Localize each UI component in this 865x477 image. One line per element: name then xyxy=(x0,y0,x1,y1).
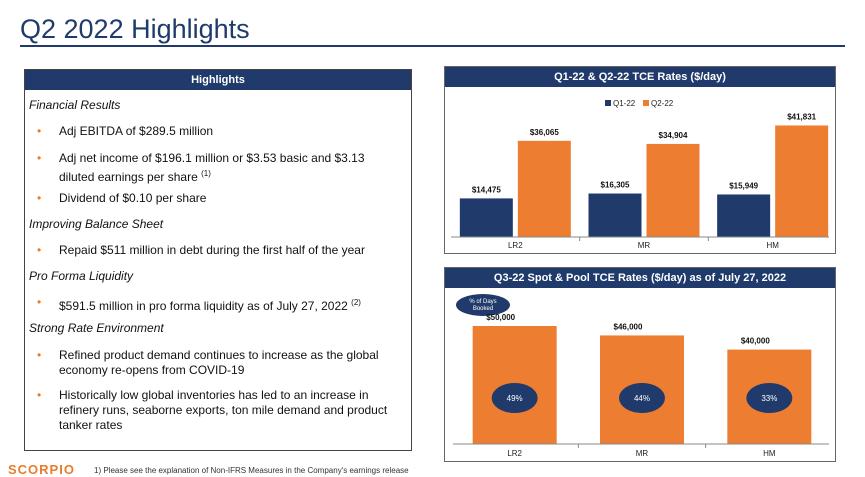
bar-q1-22-lr2 xyxy=(459,198,513,237)
chart-tce-rates-title: Q1-22 & Q2-22 TCE Rates ($/day) xyxy=(445,67,835,87)
legend-label-q2-22: Q2-22 xyxy=(651,99,674,108)
footnote-ref: (2) xyxy=(351,298,361,307)
chart-spot-rates-title: Q3-22 Spot & Pool TCE Rates ($/day) as o… xyxy=(445,268,835,288)
legend-swatch-q1-22 xyxy=(605,100,611,106)
bullet-icon: • xyxy=(37,124,42,138)
bullet-icon: • xyxy=(37,191,42,205)
footnote: 1) Please see the explanation of Non-IFR… xyxy=(94,466,409,475)
bullet-icon: • xyxy=(37,348,42,362)
bullet-debt-repaid: • Repaid $511 million in debt during the… xyxy=(37,243,394,258)
bullet-text: Adj net income of $196.1 million or $3.5… xyxy=(59,151,365,184)
bullet-adj-ebitda: • Adj EBITDA of $289.5 million xyxy=(37,124,394,139)
bullet-icon: • xyxy=(37,295,42,309)
bullet-text: Historically low global inventories has … xyxy=(59,388,388,432)
section-pro-forma-liquidity: Pro Forma Liquidity xyxy=(29,269,134,283)
bullet-dividend: • Dividend of $0.10 per share xyxy=(37,191,394,206)
pct-booked-label: 44% xyxy=(634,394,650,403)
x-tick-label-lr2: LR2 xyxy=(508,241,523,250)
data-label: $16,305 xyxy=(601,181,630,190)
data-label: $40,000 xyxy=(741,337,770,346)
x-tick-label-lr2: LR2 xyxy=(507,449,522,458)
legend-swatch-q2-22 xyxy=(643,100,649,106)
pct-booked-label: 49% xyxy=(507,394,523,403)
pct-booked-circle xyxy=(746,383,793,413)
bullet-liquidity: • $591.5 million in pro forma liquidity … xyxy=(37,295,394,314)
highlights-header: Highlights xyxy=(25,70,411,90)
bullet-product-demand: • Refined product demand continues to in… xyxy=(37,348,394,378)
data-label: $36,065 xyxy=(530,128,559,137)
x-tick-label-hm: HM xyxy=(766,241,779,250)
note-text: % of Days xyxy=(469,299,496,305)
section-balance-sheet: Improving Balance Sheet xyxy=(29,217,164,231)
bullet-icon: • xyxy=(37,151,42,165)
bar-q2-22-lr2 xyxy=(517,140,571,237)
x-tick-label-hm: HM xyxy=(763,449,776,458)
page-title: Q2 2022 Highlights xyxy=(20,14,250,44)
data-label: $15,949 xyxy=(729,181,758,190)
chart-tce-rates-panel: Q1-22 & Q2-22 TCE Rates ($/day) Q1-22 Q2-… xyxy=(444,66,836,254)
bullet-global-inventories: • Historically low global inventories ha… xyxy=(37,388,394,433)
chart-tce-rates: Q1-22 Q2-22 $14,475 $36,065 LR2 $16,305 $34,90… xyxy=(451,99,829,250)
bullet-text: Refined product demand continues to incr… xyxy=(59,348,379,377)
bar-q2-22-mr xyxy=(646,143,700,237)
bullet-text: Repaid $511 million in debt during the f… xyxy=(59,243,365,257)
note-text: Booked xyxy=(473,306,493,312)
chart-spot-rates-panel: Q3-22 Spot & Pool TCE Rates ($/day) as o… xyxy=(444,267,836,462)
data-label: $41,831 xyxy=(787,112,816,121)
data-label: $46,000 xyxy=(614,322,643,331)
data-label: $34,904 xyxy=(659,131,688,140)
x-tick-label-mr: MR xyxy=(636,449,649,458)
bullet-text: $591.5 million in pro forma liquidity as… xyxy=(59,299,348,313)
section-financial-results: Financial Results xyxy=(29,98,121,112)
data-label: $14,475 xyxy=(472,185,501,194)
legend-label-q1-22: Q1-22 xyxy=(613,99,636,108)
section-rate-environment: Strong Rate Environment xyxy=(29,321,164,335)
title-rule xyxy=(20,45,845,47)
bullet-icon: • xyxy=(37,243,42,257)
pct-booked-label: 33% xyxy=(761,394,777,403)
pct-booked-circle xyxy=(619,383,665,413)
bullet-text: Dividend of $0.10 per share xyxy=(59,191,207,205)
company-logo: SCORPIO xyxy=(8,462,75,477)
data-label: $50,000 xyxy=(486,313,515,322)
bar-q1-22-hm xyxy=(717,194,771,237)
bullet-text: Adj EBITDA of $289.5 million xyxy=(59,124,214,138)
bar-q1-22-mr xyxy=(588,193,642,237)
footnote-ref: (1) xyxy=(201,169,211,178)
pct-booked-circle xyxy=(491,383,538,413)
bullet-icon: • xyxy=(37,388,42,402)
x-tick-label-mr: MR xyxy=(638,241,651,250)
bar-q2-22-hm xyxy=(775,125,829,237)
bullet-adj-net-income: • Adj net income of $196.1 million or $3… xyxy=(37,151,394,185)
highlights-panel: Highlights Financial Results • Adj EBITD… xyxy=(24,69,412,451)
note-bubble xyxy=(456,294,510,316)
